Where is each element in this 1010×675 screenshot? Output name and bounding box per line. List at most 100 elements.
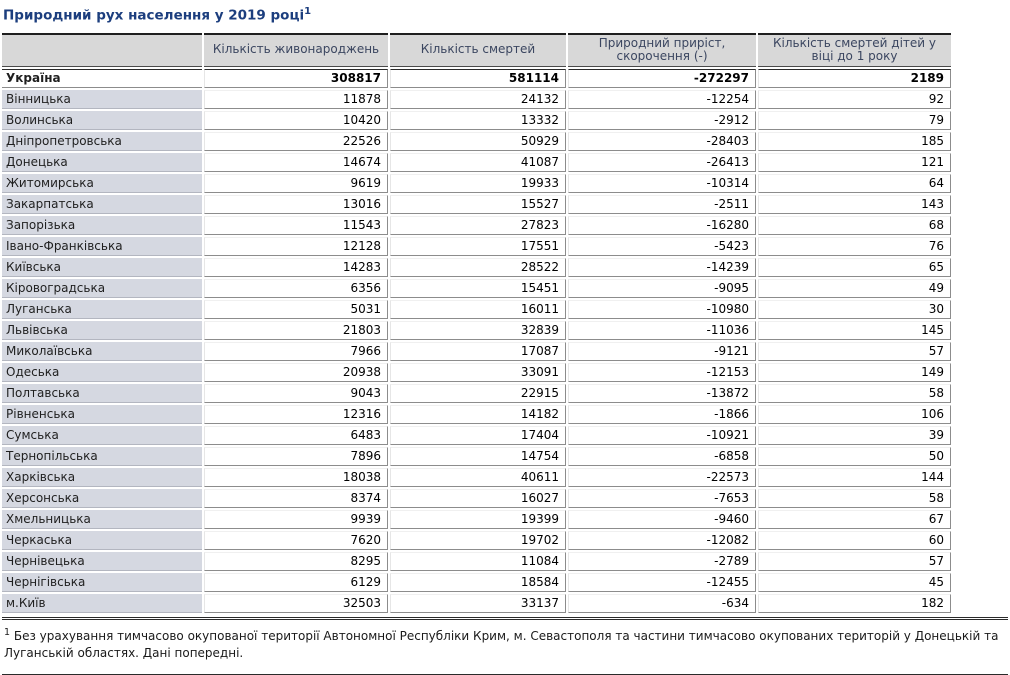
region-label: Сумська [2, 426, 202, 446]
value-cell: 8295 [204, 552, 388, 572]
value-cell: 144 [758, 468, 951, 488]
table-row: Тернопільська 7896 14754 -6858 50 [2, 447, 951, 467]
value-cell: 11543 [204, 216, 388, 236]
region-label: Львівська [2, 321, 202, 341]
page-title: Природний рух населення у 2019 році1 [2, 2, 1008, 31]
value-cell: -12455 [568, 573, 756, 593]
table-row: Вінницька 11878 24132 -12254 92 [2, 90, 951, 110]
footnote-marker: 1 [4, 627, 11, 639]
value-cell: -22573 [568, 468, 756, 488]
value-cell: 76 [758, 237, 951, 257]
table-row: Харківська 18038 40611 -22573 144 [2, 468, 951, 488]
table-row: Івано-Франківська 12128 17551 -5423 76 [2, 237, 951, 257]
value-cell: -11036 [568, 321, 756, 341]
table-row: м.Київ 32503 33137 -634 182 [2, 594, 951, 614]
page-title-text: Природний рух населення у 2019 році [3, 7, 305, 24]
value-cell: -12153 [568, 363, 756, 383]
value-cell: 21803 [204, 321, 388, 341]
region-label: Київська [2, 258, 202, 278]
value-cell: 16027 [390, 489, 566, 509]
value-cell: 7966 [204, 342, 388, 362]
value-cell: -2789 [568, 552, 756, 572]
table-row: Одеська 20938 33091 -12153 149 [2, 363, 951, 383]
table-row: Миколаївська 7966 17087 -9121 57 [2, 342, 951, 362]
column-header-region [2, 32, 202, 68]
value-cell: 5031 [204, 300, 388, 320]
value-cell: -272297 [568, 69, 756, 89]
region-label: Вінницька [2, 90, 202, 110]
value-cell: 28522 [390, 258, 566, 278]
region-label: Херсонська [2, 489, 202, 509]
value-cell: -2912 [568, 111, 756, 131]
region-label: Кіровоградська [2, 279, 202, 299]
table-row: Чернівецька 8295 11084 -2789 57 [2, 552, 951, 572]
value-cell: 49 [758, 279, 951, 299]
value-cell: 8374 [204, 489, 388, 509]
value-cell: 67 [758, 510, 951, 530]
region-label: Харківська [2, 468, 202, 488]
value-cell: -10921 [568, 426, 756, 446]
value-cell: 6356 [204, 279, 388, 299]
region-label: Рівненська [2, 405, 202, 425]
value-cell: 17404 [390, 426, 566, 446]
value-cell: 106 [758, 405, 951, 425]
value-cell: 40611 [390, 468, 566, 488]
value-cell: 182 [758, 594, 951, 614]
page-title-footnote-marker: 1 [304, 6, 312, 17]
column-header-natural-change: Природний приріст, скорочення (-) [568, 32, 756, 68]
region-label: Полтавська [2, 384, 202, 404]
value-cell: -10314 [568, 174, 756, 194]
value-cell: -16280 [568, 216, 756, 236]
table-row: Закарпатська 13016 15527 -2511 143 [2, 195, 951, 215]
value-cell: 14182 [390, 405, 566, 425]
value-cell: 2189 [758, 69, 951, 89]
value-cell: 57 [758, 552, 951, 572]
region-label: Закарпатська [2, 195, 202, 215]
value-cell: -12082 [568, 531, 756, 551]
value-cell: -10980 [568, 300, 756, 320]
value-cell: 60 [758, 531, 951, 551]
value-cell: 64 [758, 174, 951, 194]
region-label: м.Київ [2, 594, 202, 614]
value-cell: 19399 [390, 510, 566, 530]
value-cell: 24132 [390, 90, 566, 110]
value-cell: 15451 [390, 279, 566, 299]
value-cell: 11878 [204, 90, 388, 110]
value-cell: 10420 [204, 111, 388, 131]
value-cell: -1866 [568, 405, 756, 425]
value-cell: 22915 [390, 384, 566, 404]
value-cell: 121 [758, 153, 951, 173]
region-label: Донецька [2, 153, 202, 173]
value-cell: 45 [758, 573, 951, 593]
table-row: Київська 14283 28522 -14239 65 [2, 258, 951, 278]
value-cell: 11084 [390, 552, 566, 572]
region-label: Тернопільська [2, 447, 202, 467]
region-label: Запорізька [2, 216, 202, 236]
table-row: Хмельницька 9939 19399 -9460 67 [2, 510, 951, 530]
value-cell: 14754 [390, 447, 566, 467]
value-cell: -6858 [568, 447, 756, 467]
value-cell: -5423 [568, 237, 756, 257]
region-label: Одеська [2, 363, 202, 383]
table-row: Херсонська 8374 16027 -7653 58 [2, 489, 951, 509]
value-cell: 17087 [390, 342, 566, 362]
table-row: Волинська 10420 13332 -2912 79 [2, 111, 951, 131]
column-header-births: Кількість живонароджень [204, 32, 388, 68]
value-cell: 13016 [204, 195, 388, 215]
value-cell: 65 [758, 258, 951, 278]
header-row: Кількість живонароджень Кількість смерте… [2, 32, 951, 68]
value-cell: 17551 [390, 237, 566, 257]
value-cell: 22526 [204, 132, 388, 152]
value-cell: 12316 [204, 405, 388, 425]
value-cell: -12254 [568, 90, 756, 110]
value-cell: 308817 [204, 69, 388, 89]
value-cell: 58 [758, 489, 951, 509]
value-cell: 33091 [390, 363, 566, 383]
value-cell: 58 [758, 384, 951, 404]
table-row: Чернігівська 6129 18584 -12455 45 [2, 573, 951, 593]
value-cell: 14283 [204, 258, 388, 278]
value-cell: -13872 [568, 384, 756, 404]
footnote: 1 Без урахування тимчасово окупованої те… [2, 617, 1008, 675]
value-cell: 9043 [204, 384, 388, 404]
